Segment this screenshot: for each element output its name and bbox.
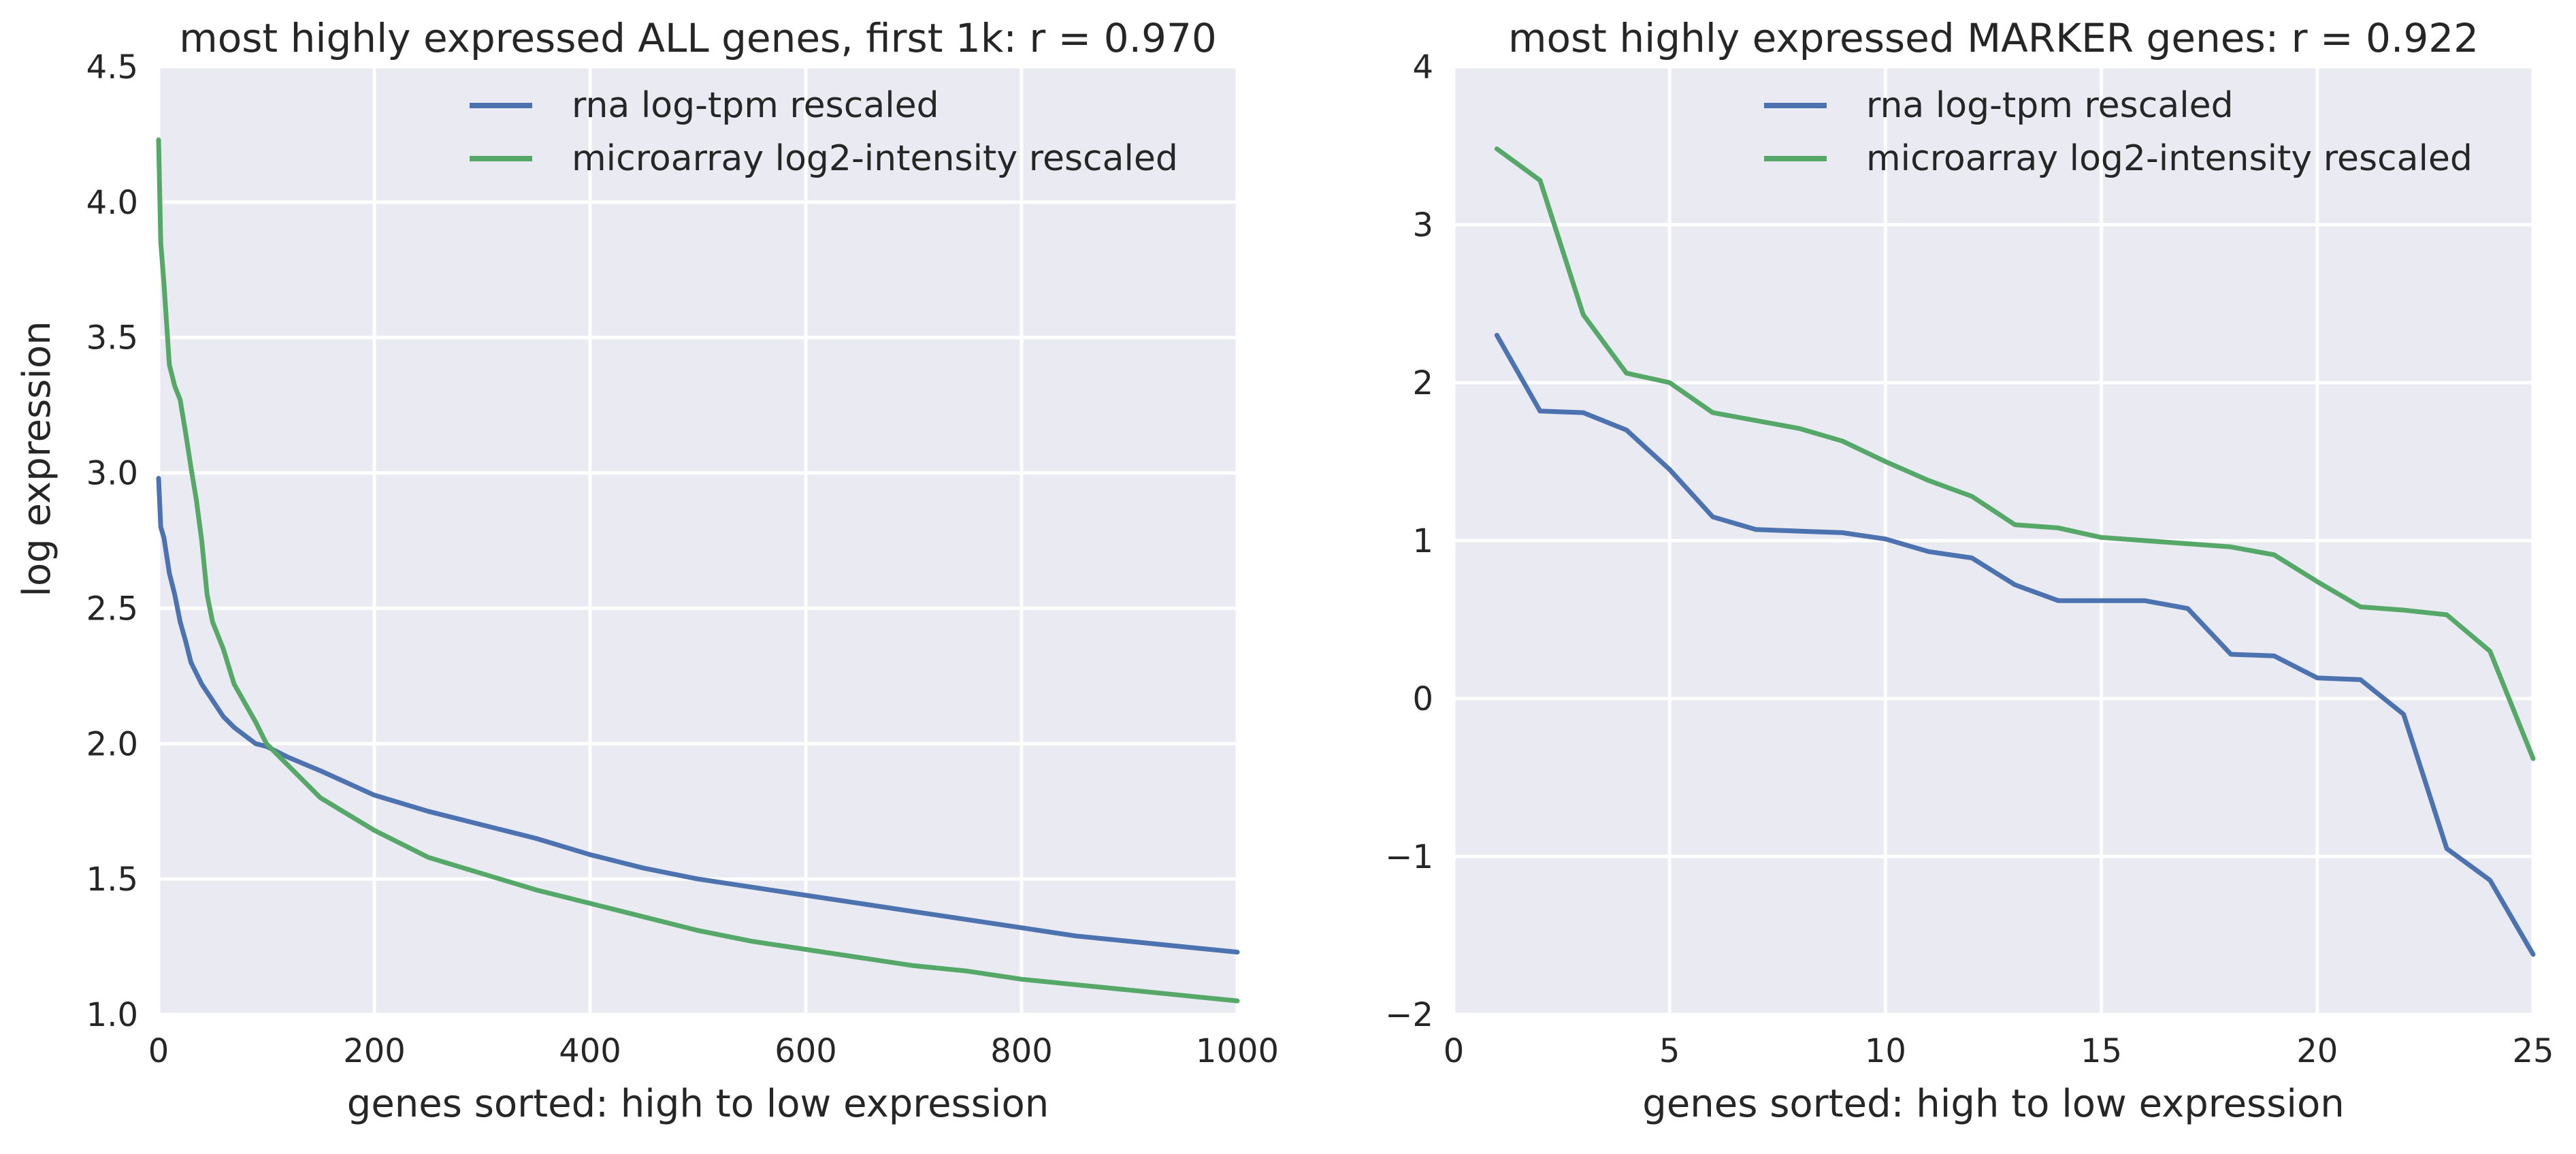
x-tick-label: 800	[990, 1032, 1053, 1070]
x-tick-label: 20	[2296, 1032, 2338, 1070]
x-tick-label: 15	[2081, 1032, 2122, 1070]
legend: rna log-tpm rescaled microarray log2-int…	[470, 85, 1178, 179]
y-tick-label: 2.5	[86, 590, 138, 628]
series-line	[1494, 332, 2536, 957]
x-tick-label: 600	[775, 1032, 837, 1070]
x-tick-label: 1000	[1196, 1032, 1279, 1070]
y-tick-label: 1	[1412, 522, 1433, 560]
legend-label-microarray: microarray log2-intensity rescaled	[572, 138, 1178, 179]
chart-marker-genes: 0 5 10 15 20 25 −2 −1 0 1 2 3 4 most highly expresse…	[1385, 15, 2554, 1126]
y-tick-label: 2.0	[86, 725, 138, 763]
legend-label-microarray: microarray log2-intensity rescaled	[1866, 138, 2473, 179]
chart-title: most highly expressed ALL genes, first 1…	[179, 15, 1217, 61]
y-tick-label: 1.0	[86, 996, 138, 1034]
y-tick-label: −2	[1385, 996, 1433, 1034]
legend-label-rna: rna log-tpm rescaled	[1866, 85, 2234, 126]
y-tick-label: 4.0	[86, 184, 138, 222]
x-tick-label: 10	[1865, 1032, 1906, 1070]
x-axis-label: genes sorted: high to low expression	[347, 1082, 1049, 1126]
x-tick-label: 0	[148, 1032, 169, 1070]
gridlines	[157, 65, 1239, 1016]
x-tick-label: 200	[343, 1032, 406, 1070]
x-tick-label: 25	[2512, 1032, 2554, 1070]
chart-title: most highly expressed MARKER genes: r = …	[1508, 15, 2479, 61]
x-tick-label: 400	[559, 1032, 621, 1070]
series-line	[156, 137, 1240, 1004]
x-tick-label: 0	[1444, 1032, 1465, 1070]
y-tick-label: 3.0	[86, 455, 138, 493]
series-lines	[156, 137, 1240, 1004]
y-tick-label: 3.5	[86, 319, 138, 357]
y-axis-label: log expression	[15, 321, 59, 596]
x-axis-label: genes sorted: high to low expression	[1642, 1082, 2344, 1126]
y-tick-label: 4	[1412, 48, 1433, 86]
series-line	[1494, 146, 2536, 761]
y-tick-label: 1.5	[86, 861, 138, 899]
y-tick-label: 0	[1412, 680, 1433, 718]
y-tick-label: 4.5	[86, 48, 138, 86]
y-tick-label: −1	[1385, 838, 1433, 876]
chart-all-genes: 0 200 400 600 800 1000 1.0 1.5 2.0 2.5 3.0 3.5 4.0 4.…	[15, 15, 1279, 1126]
legend: rna log-tpm rescaled microarray log2-int…	[1764, 85, 2473, 179]
y-tick-label: 2	[1412, 364, 1433, 402]
tick-labels: 0 200 400 600 800 1000 1.0 1.5 2.0 2.5 3.0 3.5 4.0 4.…	[86, 48, 1279, 1070]
plot-area	[159, 67, 1237, 1014]
series-lines	[1494, 146, 2536, 957]
x-tick-label: 5	[1659, 1032, 1680, 1070]
y-tick-label: 3	[1412, 206, 1433, 244]
legend-label-rna: rna log-tpm rescaled	[572, 85, 939, 126]
series-line	[156, 476, 1240, 955]
tick-labels: 0 5 10 15 20 25 −2 −1 0 1 2 3 4	[1385, 48, 2554, 1070]
